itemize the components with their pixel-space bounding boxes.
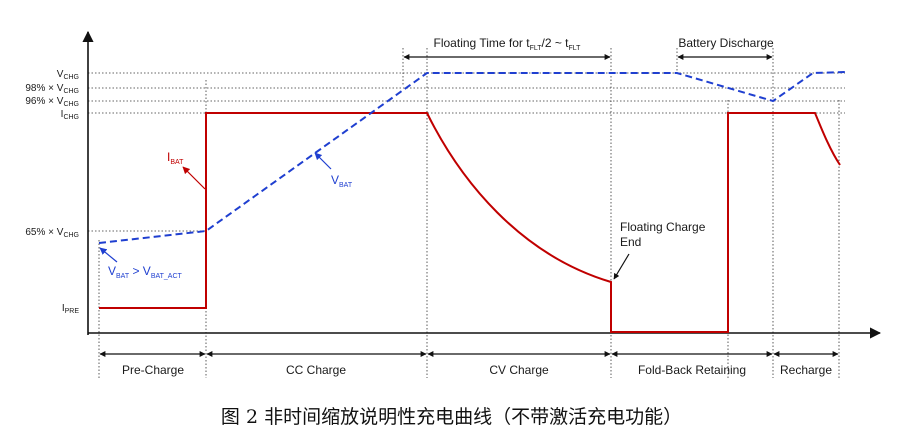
battery-discharge-label: Battery Discharge	[678, 36, 774, 50]
y-axis-labels: VCHG 98% × VCHG 96% × VCHG ICHG 65% × VC…	[25, 69, 79, 315]
floating-charge-end-line1: Floating Charge	[620, 220, 706, 234]
floating-charge-end-line2: End	[620, 235, 641, 249]
y-label-98pct: 98% × VCHG	[25, 83, 79, 95]
y-label-ichg: ICHG	[61, 109, 79, 121]
reference-lines	[88, 48, 845, 378]
ibat-label: IBAT	[167, 150, 184, 166]
figure-caption: 图 2 非时间缩放说明性充电曲线（不带激活充电功能）	[220, 406, 683, 428]
phase-label-cv-charge: CV Charge	[489, 363, 549, 377]
vbat-pointer	[314, 152, 332, 170]
ibat-curve	[99, 112, 841, 333]
phase-label-pre-charge: Pre-Charge	[122, 363, 184, 377]
ibat-pointer	[182, 166, 206, 190]
phase-label-recharge: Recharge	[780, 363, 832, 377]
axes	[82, 30, 882, 339]
y-label-65pct: 65% × VCHG	[25, 227, 79, 239]
floating-charge-end-pointer	[613, 253, 630, 280]
charge-profile-diagram: VCHG 98% × VCHG 96% × VCHG ICHG 65% × VC…	[25, 30, 882, 378]
y-label-vchg: VCHG	[57, 69, 79, 81]
phase-label-fold-back: Fold-Back Retaining	[638, 363, 746, 377]
floating-time-label: Floating Time for tFLT/2 ~ tFLT	[434, 36, 582, 52]
y-label-ipre: IPRE	[62, 303, 80, 315]
vbat-activation-label: VBAT > VBAT_ACT	[108, 264, 183, 280]
vbat-curve	[98, 71, 846, 244]
vbat-activation-pointer	[99, 247, 118, 263]
phase-label-cc-charge: CC Charge	[286, 363, 346, 377]
phase-labels: Pre-Charge CC Charge CV Charge Fold-Back…	[122, 363, 832, 377]
y-label-96pct: 96% × VCHG	[25, 96, 79, 108]
vbat-label: VBAT	[331, 173, 353, 189]
